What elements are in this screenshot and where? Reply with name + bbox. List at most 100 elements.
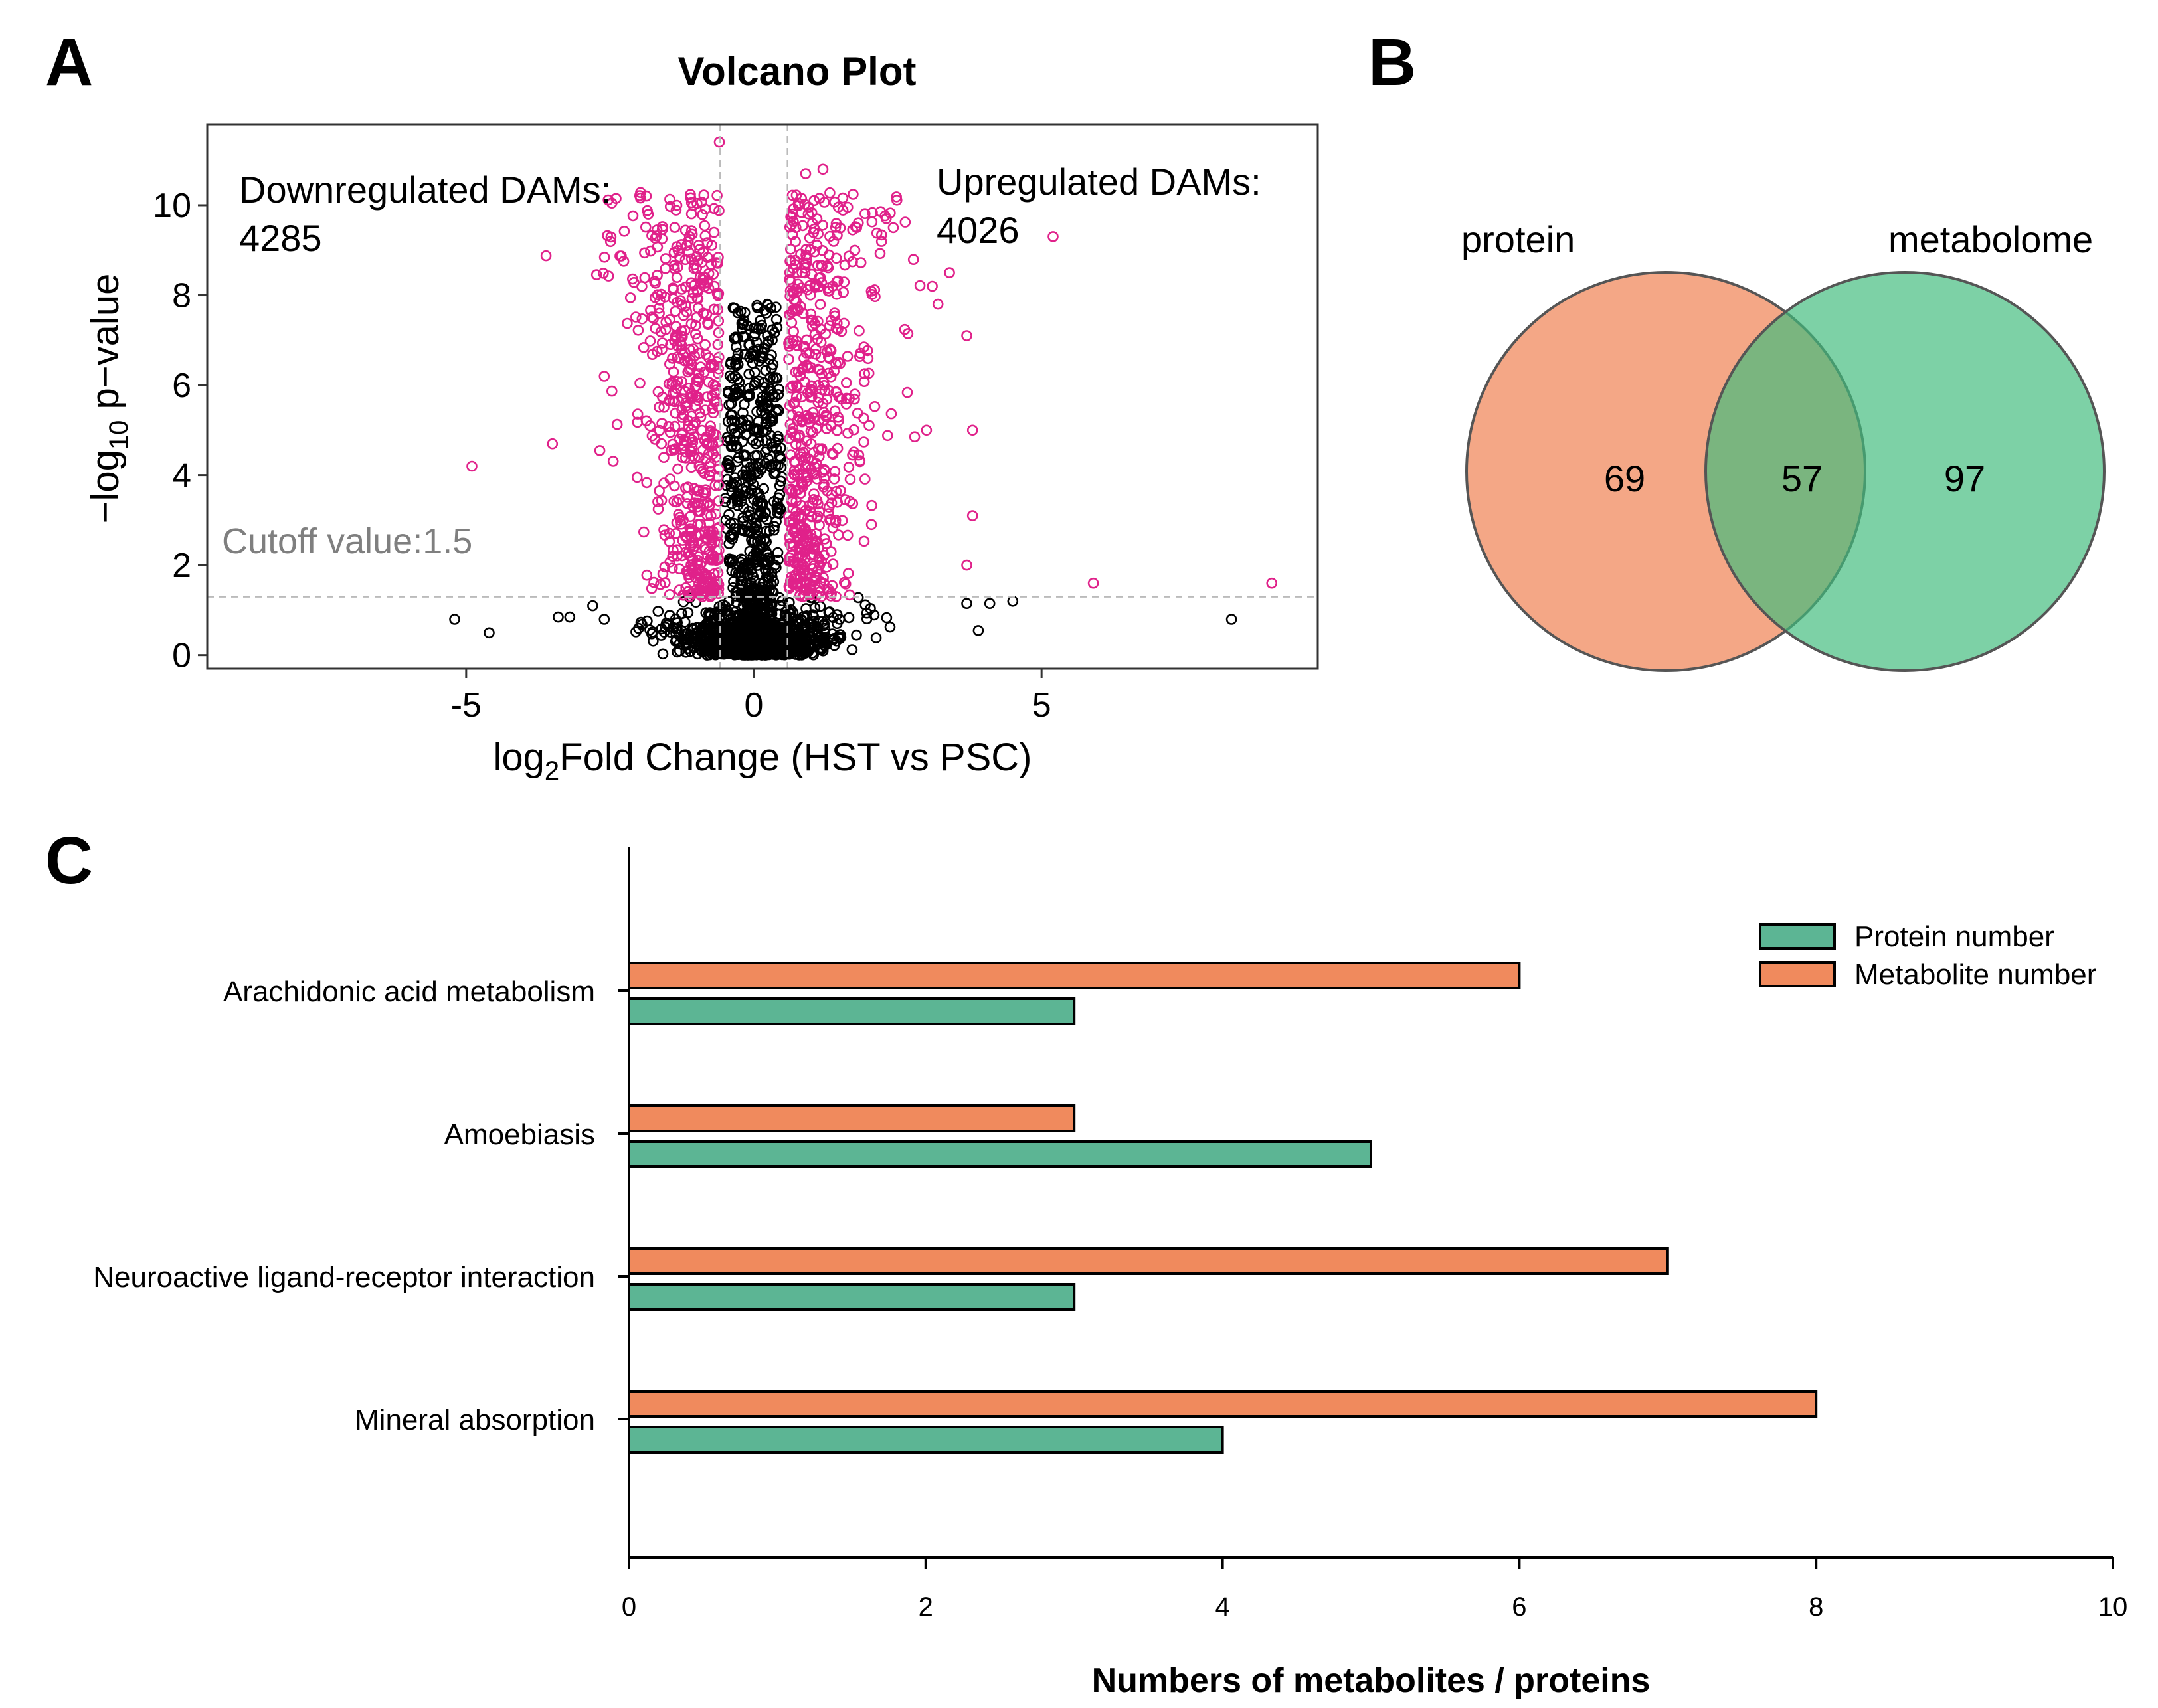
significant-point: [704, 470, 715, 482]
nonsignificant-point: [757, 426, 769, 438]
significant-point: [685, 225, 697, 236]
significant-point: [713, 327, 725, 339]
significant-point: [656, 288, 667, 300]
significant-point: [839, 576, 850, 588]
nonsignificant-point: [726, 554, 738, 565]
significant-point: [800, 347, 812, 359]
significant-point: [798, 341, 809, 353]
significant-point: [680, 435, 692, 447]
nonsignificant-point: [726, 486, 738, 498]
significant-point: [681, 306, 693, 318]
significant-point: [691, 586, 703, 598]
nonsignificant-point: [683, 634, 695, 645]
nonsignificant-point: [711, 640, 723, 651]
significant-point: [683, 420, 694, 432]
nonsignificant-point: [727, 372, 738, 384]
significant-point: [703, 352, 715, 363]
significant-point: [810, 528, 822, 539]
significant-point: [830, 358, 842, 370]
nonsignificant-point: [812, 628, 824, 640]
significant-point: [669, 480, 680, 492]
significant-point: [685, 197, 697, 209]
nonsignificant-point: [961, 598, 972, 610]
significant-point: [849, 244, 861, 256]
nonsignificant-point: [737, 436, 749, 448]
significant-point: [828, 365, 840, 377]
bar-category-label: Mineral absorption: [355, 1404, 595, 1436]
significant-point: [677, 393, 689, 404]
significant-point: [618, 225, 630, 237]
significant-point: [670, 205, 682, 216]
significant-point: [703, 282, 715, 294]
significant-point: [654, 401, 665, 413]
volcano-y-tick-label: 8: [172, 277, 191, 315]
nonsignificant-point: [739, 331, 750, 343]
significant-point: [697, 209, 708, 220]
significant-point: [701, 391, 713, 402]
nonsignificant-point: [759, 343, 770, 355]
significant-point: [598, 251, 610, 263]
significant-point: [713, 252, 724, 263]
significant-point: [855, 257, 867, 268]
significant-point: [652, 270, 663, 281]
significant-point: [812, 363, 824, 375]
significant-point: [816, 466, 828, 478]
bar-metabolite: [628, 1104, 1076, 1132]
significant-point: [664, 426, 676, 438]
nonsignificant-point: [750, 647, 761, 659]
significant-point: [790, 366, 802, 378]
bar-x-label: Numbers of metabolites / proteins: [1092, 1662, 1651, 1700]
significant-point: [685, 392, 697, 404]
up-count: 4026: [937, 209, 1020, 251]
significant-point: [798, 560, 809, 571]
significant-point: [788, 326, 799, 337]
significant-point: [675, 336, 686, 348]
significant-point: [659, 561, 671, 573]
nonsignificant-point: [747, 595, 759, 606]
nonsignificant-point: [697, 643, 709, 655]
nonsignificant-point: [807, 627, 819, 639]
significant-point: [695, 361, 707, 373]
significant-point: [654, 424, 666, 436]
nonsignificant-point: [984, 598, 996, 610]
significant-point: [840, 377, 852, 388]
nonsignificant-point: [739, 307, 751, 319]
significant-point: [871, 227, 883, 239]
significant-point: [790, 438, 802, 450]
nonsignificant-point: [815, 642, 826, 654]
significant-point: [622, 317, 633, 329]
significant-point: [808, 195, 820, 207]
significant-point: [830, 514, 842, 526]
significant-point: [685, 189, 696, 201]
significant-point: [854, 456, 865, 468]
significant-point: [832, 323, 844, 335]
venn-diagram: protein metabolome 69 57 97: [1461, 218, 2106, 672]
significant-point: [709, 396, 721, 408]
nonsignificant-point: [745, 469, 757, 481]
nonsignificant-point: [772, 547, 784, 558]
significant-point: [679, 224, 691, 236]
nonsignificant-point: [657, 648, 669, 660]
significant-point: [848, 189, 859, 200]
significant-point: [713, 315, 725, 327]
nonsignificant-point: [766, 334, 778, 346]
nonsignificant-point: [717, 639, 729, 650]
nonsignificant-point: [763, 384, 774, 396]
significant-point: [675, 295, 686, 306]
significant-point: [636, 313, 648, 325]
significant-point: [706, 240, 717, 251]
significant-point: [788, 288, 799, 299]
nonsignificant-point: [722, 416, 734, 428]
nonsignificant-point: [796, 649, 808, 661]
significant-point: [875, 236, 887, 247]
significant-point: [540, 250, 552, 262]
significant-point: [706, 390, 718, 402]
nonsignificant-point: [740, 469, 751, 481]
significant-point: [646, 349, 658, 361]
significant-point: [836, 393, 848, 405]
nonsignificant-point: [587, 600, 598, 612]
significant-point: [641, 569, 653, 581]
nonsignificant-point: [713, 618, 725, 630]
nonsignificant-point: [761, 614, 772, 626]
